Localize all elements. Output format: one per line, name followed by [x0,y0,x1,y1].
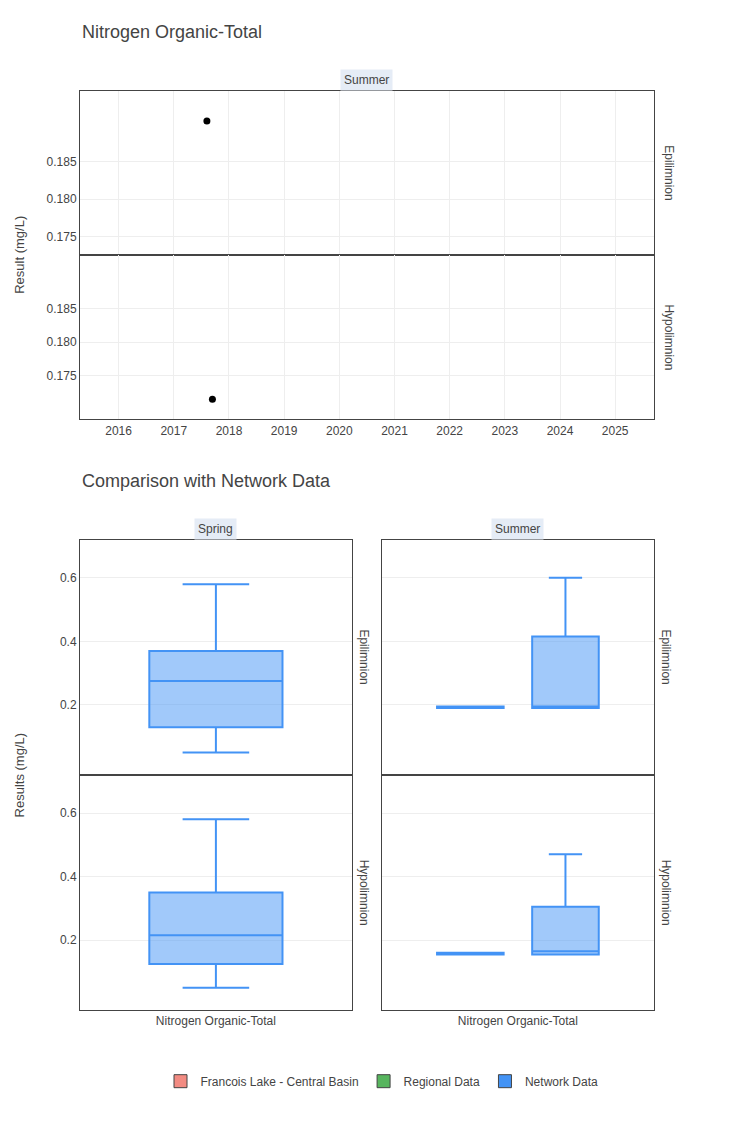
svg-text:0.4: 0.4 [60,870,77,884]
svg-text:0.2: 0.2 [60,698,77,712]
svg-text:0.180: 0.180 [47,335,77,349]
svg-text:Francois Lake - Central Basin: Francois Lake - Central Basin [201,1075,359,1089]
svg-text:2023: 2023 [491,424,518,438]
svg-text:0.2: 0.2 [60,933,77,947]
svg-text:2024: 2024 [547,424,574,438]
svg-text:2020: 2020 [326,424,353,438]
svg-text:Summer: Summer [495,522,540,536]
svg-text:2021: 2021 [381,424,408,438]
svg-text:0.185: 0.185 [47,155,77,169]
svg-text:Comparison with Network Data: Comparison with Network Data [82,471,331,491]
svg-text:Epilimnion: Epilimnion [659,629,673,684]
svg-text:0.6: 0.6 [60,571,77,585]
svg-text:Hypolimnion: Hypolimnion [662,304,676,370]
svg-text:Network Data: Network Data [525,1075,598,1089]
svg-text:Epilimnion: Epilimnion [662,145,676,200]
svg-text:2019: 2019 [271,424,298,438]
svg-text:2016: 2016 [105,424,132,438]
svg-text:2018: 2018 [216,424,243,438]
svg-text:0.6: 0.6 [60,806,77,820]
svg-text:0.185: 0.185 [47,302,77,316]
svg-text:Nitrogen Organic-Total: Nitrogen Organic-Total [82,22,262,42]
svg-text:Hypolimnion: Hypolimnion [357,860,371,926]
svg-text:2025: 2025 [602,424,629,438]
svg-text:0.175: 0.175 [47,369,77,383]
svg-text:Results (mg/L): Results (mg/L) [12,733,27,818]
svg-text:Hypolimnion: Hypolimnion [659,860,673,926]
svg-text:Epilimnion: Epilimnion [357,629,371,684]
svg-text:2017: 2017 [160,424,187,438]
svg-text:Regional Data: Regional Data [404,1075,480,1089]
svg-text:2022: 2022 [436,424,463,438]
svg-text:Nitrogen Organic-Total: Nitrogen Organic-Total [156,1014,276,1028]
svg-text:Result (mg/L): Result (mg/L) [12,216,27,294]
svg-text:Spring: Spring [198,522,233,536]
svg-text:0.4: 0.4 [60,635,77,649]
svg-text:0.180: 0.180 [47,192,77,206]
svg-text:Summer: Summer [344,73,389,87]
svg-text:Nitrogen Organic-Total: Nitrogen Organic-Total [458,1014,578,1028]
svg-text:0.175: 0.175 [47,230,77,244]
